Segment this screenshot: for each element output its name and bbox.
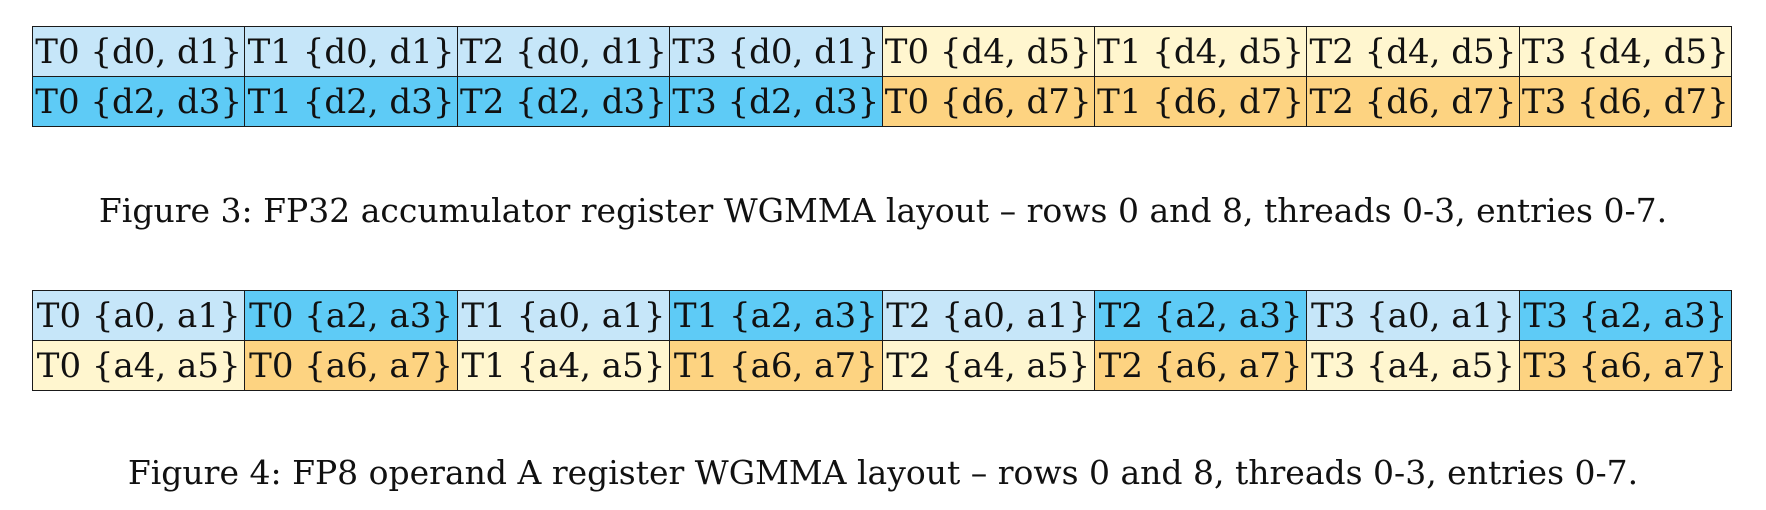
register-cell: T1 {d4, d5}	[1094, 27, 1308, 77]
register-cell: T2 {a4, a5}	[882, 341, 1095, 391]
register-cell: T0 {d2, d3}	[33, 77, 246, 127]
register-cell: T1 {d0, d1}	[245, 27, 458, 77]
register-cell: T0 {d0, d1}	[33, 27, 246, 77]
register-cell: T3 {a6, a7}	[1519, 341, 1732, 391]
figure-3-caption: Figure 3: FP32 accumulator register WGMM…	[98, 191, 1668, 230]
register-cell: T0 {d4, d5}	[882, 27, 1095, 77]
register-cell: T1 {a6, a7}	[670, 341, 883, 391]
register-cell: T0 {a4, a5}	[33, 341, 246, 391]
register-cell: T0 {a0, a1}	[33, 291, 246, 341]
register-cell: T1 {a2, a3}	[670, 291, 883, 341]
fp8-operand-a-layout-table: T0 {a0, a1} T0 {a2, a3} T1 {a0, a1} T1 {…	[32, 290, 1732, 391]
figure-4-caption: Figure 4: FP8 operand A register WGMMA l…	[127, 453, 1639, 492]
register-cell: T2 {a6, a7}	[1094, 341, 1308, 391]
register-cell: T0 {d6, d7}	[882, 77, 1095, 127]
register-cell: T3 {d2, d3}	[670, 77, 883, 127]
register-cell: T0 {a6, a7}	[245, 341, 458, 391]
register-cell: T3 {a4, a5}	[1307, 341, 1520, 391]
register-cell: T1 {d2, d3}	[245, 77, 458, 127]
register-cell: T3 {d4, d5}	[1519, 27, 1732, 77]
register-cell: T2 {d6, d7}	[1307, 77, 1520, 127]
register-cell: T3 {a2, a3}	[1519, 291, 1732, 341]
register-cell: T3 {a0, a1}	[1307, 291, 1520, 341]
register-cell: T2 {a0, a1}	[882, 291, 1095, 341]
register-cell: T3 {d0, d1}	[670, 27, 883, 77]
register-cell: T3 {d6, d7}	[1519, 77, 1732, 127]
register-cell: T1 {d6, d7}	[1094, 77, 1308, 127]
fp32-accumulator-layout-table: T0 {d0, d1} T1 {d0, d1} T2 {d0, d1} T3 {…	[32, 26, 1732, 127]
register-cell: T2 {d4, d5}	[1307, 27, 1520, 77]
register-cell: T1 {a4, a5}	[457, 341, 671, 391]
register-cell: T2 {d2, d3}	[457, 77, 671, 127]
register-cell: T0 {a2, a3}	[245, 291, 458, 341]
register-cell: T2 {d0, d1}	[457, 27, 671, 77]
register-cell: T1 {a0, a1}	[457, 291, 671, 341]
register-cell: T2 {a2, a3}	[1094, 291, 1308, 341]
